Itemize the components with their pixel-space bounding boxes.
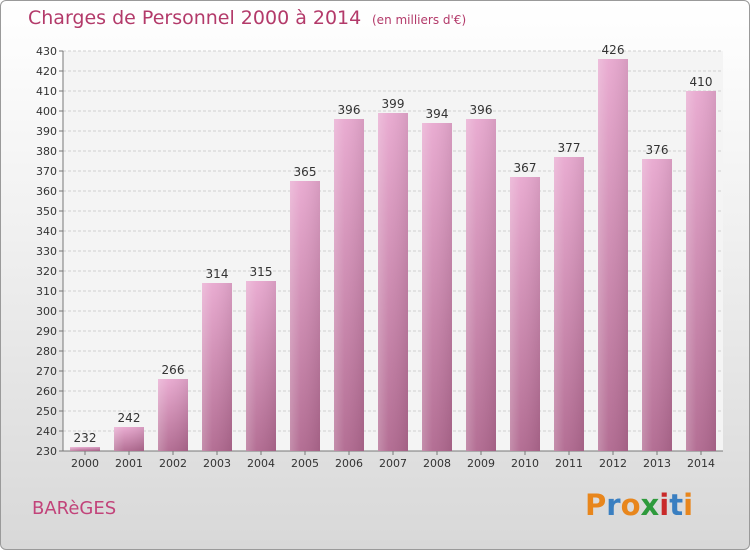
bar-shading	[642, 159, 672, 451]
logo-letter: t	[669, 488, 684, 522]
x-tick-label: 2007	[379, 457, 407, 470]
x-tick-label: 2009	[467, 457, 495, 470]
x-tick-label: 2002	[159, 457, 187, 470]
bar-shading	[202, 283, 232, 451]
y-tick-label: 340	[36, 225, 57, 238]
bar-shading	[114, 427, 144, 451]
data-label: 266	[162, 363, 185, 377]
logo-letter: i	[659, 488, 670, 522]
bar-shading	[158, 379, 188, 451]
x-tick-label: 2004	[247, 457, 275, 470]
y-tick-label: 350	[36, 205, 57, 218]
x-tick-label: 2014	[687, 457, 715, 470]
data-label: 365	[294, 165, 317, 179]
x-tick-label: 2010	[511, 457, 539, 470]
logo-letter: o	[620, 488, 641, 522]
y-tick-label: 290	[36, 325, 57, 338]
data-label: 426	[602, 43, 625, 57]
y-tick-label: 330	[36, 245, 57, 258]
y-tick-label: 370	[36, 165, 57, 178]
data-labels: 232 242 266 314 315 365 396 399 394 396 367 377 426 3…	[74, 43, 713, 445]
y-tick-label: 380	[36, 145, 57, 158]
logo-letter: i	[683, 488, 694, 522]
x-tick-label: 2003	[203, 457, 231, 470]
bars	[70, 59, 716, 451]
y-tick-label: 310	[36, 285, 57, 298]
y-tick-label: 320	[36, 265, 57, 278]
y-tick-label: 430	[36, 45, 57, 58]
y-tick-label: 300	[36, 305, 57, 318]
bar-shading	[422, 123, 452, 451]
y-tick-label: 280	[36, 345, 57, 358]
logo-letter: P	[585, 488, 607, 522]
x-tick-label: 2006	[335, 457, 363, 470]
data-label: 396	[470, 103, 493, 117]
data-label: 242	[118, 411, 141, 425]
y-tick-label: 230	[36, 445, 57, 458]
y-tick-label: 390	[36, 125, 57, 138]
bar-shading	[510, 177, 540, 451]
y-tick-label: 410	[36, 85, 57, 98]
proxiti-logo: Proxiti	[585, 488, 693, 522]
data-label: 314	[206, 267, 229, 281]
bar-shading	[686, 91, 716, 451]
data-label: 367	[514, 161, 537, 175]
bar-shading	[334, 119, 364, 451]
logo-letter: x	[640, 488, 660, 522]
bar-shading	[554, 157, 584, 451]
data-label: 399	[382, 97, 405, 111]
bar-shading	[598, 59, 628, 451]
y-tick-label: 260	[36, 385, 57, 398]
data-label: 377	[558, 141, 581, 155]
bar-shading	[246, 281, 276, 451]
y-tick-label: 400	[36, 105, 57, 118]
bar-shading	[290, 181, 320, 451]
x-tick-label: 2001	[115, 457, 143, 470]
x-tick-label: 2005	[291, 457, 319, 470]
chart-title: Charges de Personnel 2000 à 2014	[28, 7, 362, 29]
chart-subtitle: (en milliers d'€)	[372, 13, 467, 27]
bar-shading	[378, 113, 408, 451]
axes: 230 240 250 260 270 280 290 300 310 320 330 340 350 3…	[36, 45, 723, 470]
data-label: 410	[690, 75, 713, 89]
y-tick-label: 250	[36, 405, 57, 418]
x-tick-label: 2013	[643, 457, 671, 470]
bar-shading	[466, 119, 496, 451]
x-tick-label: 2008	[423, 457, 451, 470]
data-label: 394	[426, 107, 449, 121]
x-tick-label: 2011	[555, 457, 583, 470]
data-label: 396	[338, 103, 361, 117]
x-tick-label: 2000	[71, 457, 99, 470]
y-tick-label: 420	[36, 65, 57, 78]
x-tick-label: 2012	[599, 457, 627, 470]
bar-shading	[70, 447, 100, 451]
y-tick-label: 240	[36, 425, 57, 438]
y-tick-label: 270	[36, 365, 57, 378]
data-label: 232	[74, 431, 97, 445]
y-tick-label: 360	[36, 185, 57, 198]
logo-letter: r	[606, 488, 621, 522]
data-label: 315	[250, 265, 273, 279]
data-label: 376	[646, 143, 669, 157]
place-name: BARèGES	[32, 498, 117, 519]
